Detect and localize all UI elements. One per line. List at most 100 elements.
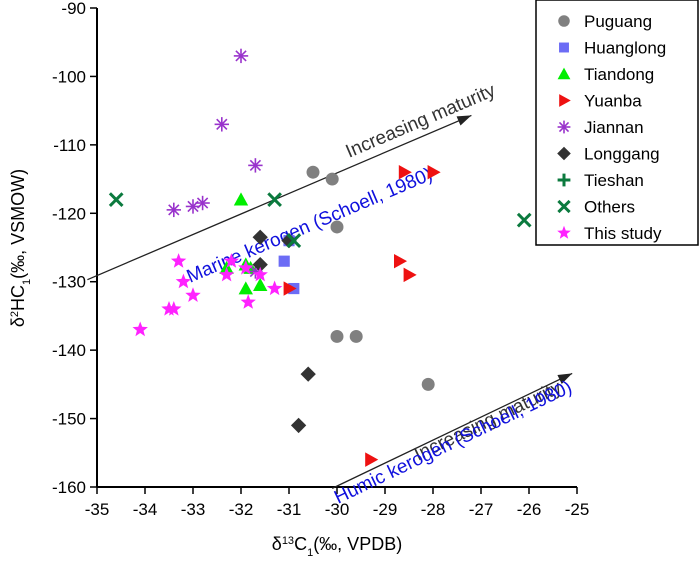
point-this-study — [166, 301, 182, 316]
y-axis-title: δ2HC1(‰, VSMOW) — [8, 169, 33, 327]
legend: Puguang Huanglong Tiandong Yuanba Jiannan Lon… — [535, 0, 699, 246]
x-tick-label: -34 — [133, 500, 158, 519]
point-yuanba — [365, 452, 379, 467]
legend-label: Huanglong — [584, 39, 666, 58]
point-yuanba — [394, 253, 408, 269]
trend-arrowhead — [456, 115, 472, 126]
data-points — [108, 48, 532, 467]
legend-item-tiandong: Tiandong — [557, 65, 654, 84]
point-others — [516, 212, 532, 228]
legend-label: Others — [584, 198, 635, 217]
point-longgang — [300, 366, 316, 382]
legend-marker — [559, 94, 571, 107]
trend-lines — [87, 114, 573, 489]
y-tick-label: -110 — [53, 136, 86, 155]
point-longgang — [290, 417, 307, 434]
y-tick-label: -100 — [52, 67, 86, 86]
point-this-study — [238, 259, 254, 275]
legend-marker — [557, 146, 571, 161]
point-huanglong — [278, 255, 290, 267]
trend-line — [331, 372, 573, 489]
y-ticks: -160 -150 -140 -130 -120 -110 -100 -90 — [52, 0, 97, 497]
point-this-study — [175, 273, 192, 289]
legend-label: Jiannan — [584, 118, 644, 137]
point-this-study — [218, 266, 235, 282]
point-others — [108, 192, 124, 207]
x-tick-label: -35 — [85, 500, 110, 519]
point-yuanba — [283, 281, 297, 296]
legend-item-tieshan: Tieshan — [557, 171, 644, 190]
point-tiandong — [253, 277, 268, 291]
legend-label: Puguang — [584, 12, 652, 31]
x-tick-label: -25 — [565, 500, 590, 519]
point-jiannan — [248, 158, 263, 173]
point-this-study — [132, 321, 148, 337]
legend-marker — [557, 199, 571, 214]
legend-label: Tiandong — [584, 65, 654, 84]
point-jiannan — [214, 117, 229, 132]
legend-marker — [557, 225, 571, 239]
x-axis-title: δ13C1(‰, VPDB) — [272, 534, 402, 559]
point-tiandong — [233, 192, 249, 206]
point-puguang — [421, 377, 435, 391]
legend-label: Yuanba — [584, 92, 642, 111]
legend-marker — [557, 120, 571, 134]
point-puguang — [306, 165, 320, 179]
point-others — [286, 233, 302, 249]
point-this-study — [252, 266, 268, 282]
point-puguang — [325, 172, 339, 186]
y-tick-label: -160 — [52, 478, 86, 497]
legend-item-puguang: Puguang — [558, 12, 652, 31]
x-tick-label: -27 — [469, 500, 494, 519]
point-longgang — [252, 229, 268, 245]
point-this-study — [223, 253, 240, 268]
point-this-study — [170, 253, 187, 268]
y-tick-label: -140 — [52, 341, 86, 360]
x-tick-label: -31 — [277, 500, 302, 519]
legend-label: This study — [584, 224, 662, 243]
point-jiannan — [233, 48, 249, 64]
trend-line — [87, 114, 472, 281]
point-others — [267, 192, 282, 207]
x-tick-label: -28 — [421, 500, 446, 519]
point-puguang — [330, 329, 344, 343]
trend-arrowhead — [557, 373, 573, 384]
y-tick-label: -150 — [52, 410, 86, 429]
x-tick-label: -32 — [229, 500, 254, 519]
point-tiandong — [238, 281, 253, 295]
legend-item-yuanba: Yuanba — [559, 92, 642, 111]
point-yuanba — [427, 165, 441, 180]
legend-label: Tieshan — [584, 171, 644, 190]
annotation-text: Humic kerogen (Schoell, 1980) — [331, 377, 575, 509]
x-tick-label: -26 — [517, 500, 542, 519]
legend-item-huanglong: Huanglong — [559, 39, 666, 58]
point-this-study — [240, 294, 256, 309]
legend-item-longgang: Longgang — [557, 145, 660, 164]
point-puguang — [330, 220, 344, 234]
x-tick-label: -30 — [325, 500, 350, 519]
y-tick-label: -120 — [52, 204, 86, 223]
point-jiannan — [166, 202, 181, 218]
legend-item-this-study: This study — [557, 224, 662, 243]
x-ticks: -35 -34 -33 -32 -31 -30 -29 -28 -27 -26 -25 — [85, 487, 590, 519]
y-tick-label: -90 — [61, 0, 86, 18]
legend-item-others: Others — [557, 198, 635, 217]
x-tick-label: -33 — [181, 500, 206, 519]
point-longgang — [281, 233, 297, 249]
point-longgang — [252, 256, 268, 273]
point-yuanba — [403, 267, 417, 283]
legend-marker — [557, 67, 571, 80]
y-tick-label: -130 — [52, 273, 86, 292]
point-jiannan — [195, 195, 210, 211]
point-this-study — [185, 287, 201, 302]
annotation-text: Increasing maturity — [343, 80, 499, 163]
point-yuanba — [398, 165, 412, 180]
legend-label: Longgang — [584, 145, 660, 164]
point-jiannan — [185, 199, 201, 214]
point-this-study — [266, 280, 283, 296]
annotation-text: Marine kerogen (Schoell, 1980) — [184, 164, 436, 288]
legend-marker — [557, 173, 571, 187]
legend-marker — [558, 15, 570, 27]
legend-marker — [559, 42, 569, 53]
